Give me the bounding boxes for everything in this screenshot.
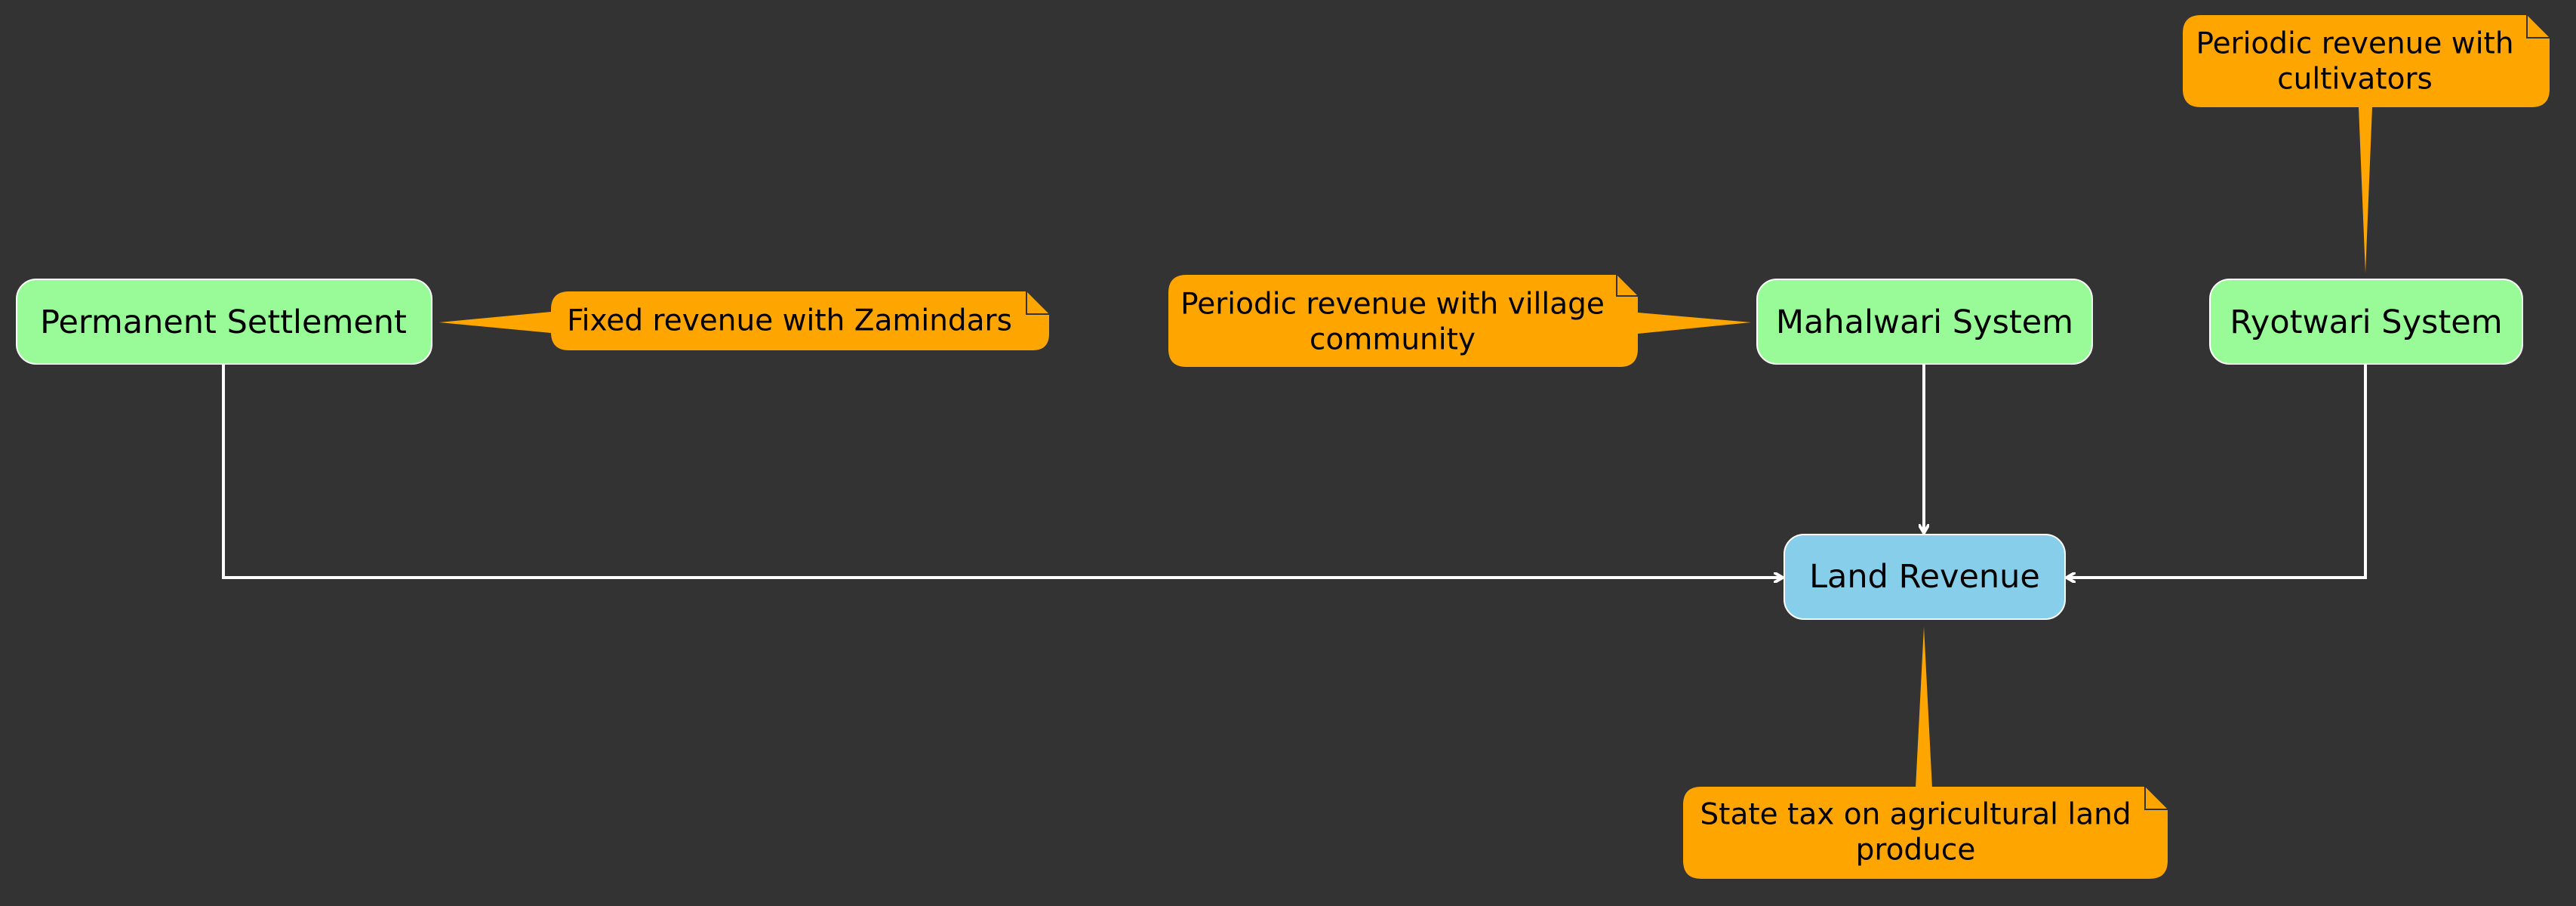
note-line-1: Fixed revenue with Zamindars — [567, 304, 1012, 338]
node-label: Permanent Settlement — [40, 304, 407, 341]
note-connectors — [439, 107, 2372, 788]
edges — [222, 364, 2367, 578]
node-ryotwari-system: Ryotwari System — [2209, 279, 2523, 365]
note-corner-fold — [2526, 15, 2550, 39]
note-ryotwari-system: Periodic revenue with cultivators — [2183, 15, 2550, 107]
note-line-1: Periodic revenue with village — [1180, 288, 1605, 322]
note-corner-fold — [2144, 787, 2168, 810]
note-corner-fold — [1026, 291, 1049, 315]
note-line-2: produce — [1856, 834, 1976, 867]
note-line-1: State tax on agricultural land — [1700, 798, 2131, 832]
note-land-revenue: State tax on agricultural land produce — [1683, 787, 2168, 879]
node-label: Mahalwari System — [1776, 304, 2073, 341]
note-permanent-settlement: Fixed revenue with Zamindars — [551, 291, 1049, 350]
note-line-2: community — [1310, 323, 1476, 357]
note-connector-ryotwari-system — [2359, 107, 2372, 273]
node-land-revenue: Land Revenue — [1784, 534, 2066, 620]
node-mahalwari-system: Mahalwari System — [1756, 279, 2093, 365]
note-connector-land-revenue — [1916, 627, 1932, 788]
note-line-2: cultivators — [2277, 63, 2433, 97]
node-label: Ryotwari System — [2230, 304, 2502, 341]
note-mahalwari-system: Periodic revenue with village community — [1168, 275, 1638, 367]
note-line-1: Periodic revenue with — [2196, 27, 2513, 61]
edge-permanent-settlement-to-land-revenue — [222, 364, 1783, 578]
note-connector-permanent-settlement — [439, 312, 551, 333]
edge-ryotwari-system-to-land-revenue — [2067, 364, 2367, 578]
node-permanent-settlement: Permanent Settlement — [16, 279, 432, 365]
node-label: Land Revenue — [1809, 558, 2040, 596]
note-connector-mahalwari-system — [1638, 313, 1751, 334]
note-corner-fold — [1616, 275, 1638, 297]
